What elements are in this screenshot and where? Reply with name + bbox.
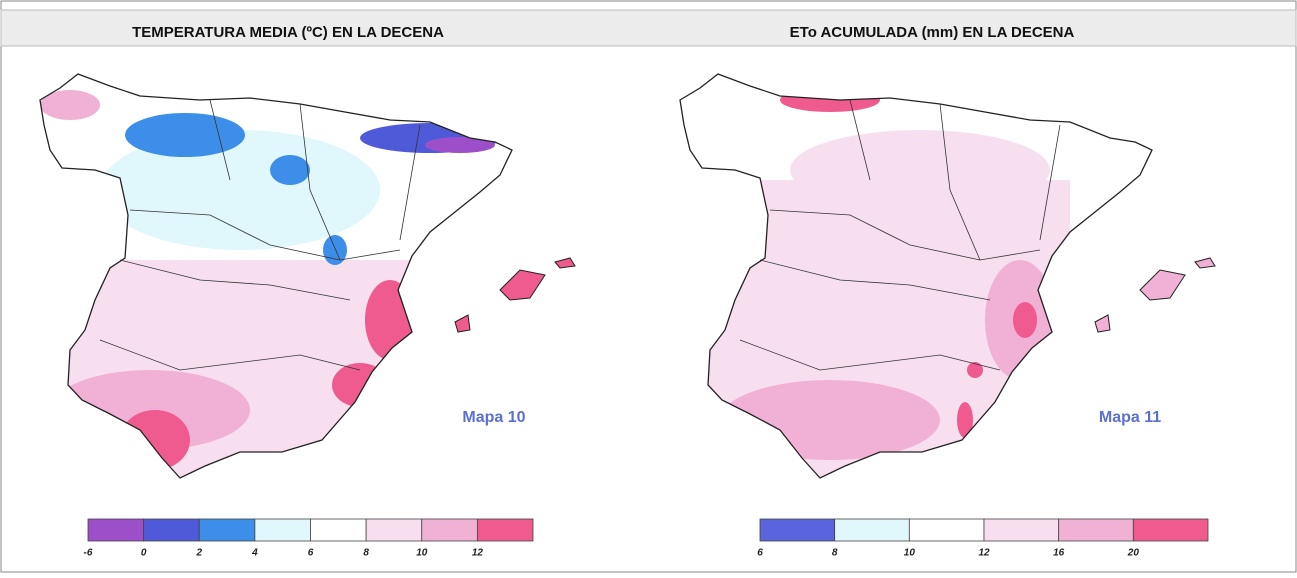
legend-tick-label: -6: [84, 548, 93, 559]
legend-swatch: [760, 519, 835, 541]
map: [30, 74, 575, 490]
legend-swatch: [199, 519, 255, 541]
legend-tick-label: 20: [1127, 548, 1140, 559]
legend-swatch: [1059, 519, 1134, 541]
legend-swatch: [144, 519, 200, 541]
legend-tick-label: 12: [978, 548, 990, 559]
map-label: Mapa 11: [1099, 409, 1161, 426]
legend-swatch: [311, 519, 367, 541]
map: [670, 74, 1215, 490]
legend-tick-label: 0: [141, 548, 147, 559]
legend-swatch: [984, 519, 1059, 541]
legend-swatch: [1133, 519, 1208, 541]
panel-title: ETo ACUMULADA (mm) EN LA DECENA: [790, 24, 1075, 41]
legend-swatch: [477, 519, 533, 541]
legend-tick-label: 2: [195, 548, 202, 559]
legend-swatch: [366, 519, 422, 541]
legend-tick-label: 4: [251, 548, 258, 559]
legend-swatch: [422, 519, 478, 541]
map-label: Mapa 10: [462, 409, 525, 426]
legend-tick-label: 6: [308, 548, 314, 559]
page: TEMPERATURA MEDIA (ºC) EN LA DECENA ETo …: [0, 0, 1297, 573]
legend-tick-label: 10: [416, 548, 428, 559]
legend-swatch: [835, 519, 910, 541]
legend-swatch: [88, 519, 144, 541]
legend-tick-label: 12: [472, 548, 484, 559]
legend-swatch: [255, 519, 311, 541]
legend-swatch: [909, 519, 984, 541]
legend-tick-label: 8: [832, 548, 838, 559]
legend-tick-label: 10: [904, 548, 916, 559]
legend-tick-label: 16: [1053, 548, 1065, 559]
legend-tick-label: 6: [757, 548, 763, 559]
panel-title: TEMPERATURA MEDIA (ºC) EN LA DECENA: [132, 24, 444, 41]
legend-tick-label: 8: [363, 548, 369, 559]
